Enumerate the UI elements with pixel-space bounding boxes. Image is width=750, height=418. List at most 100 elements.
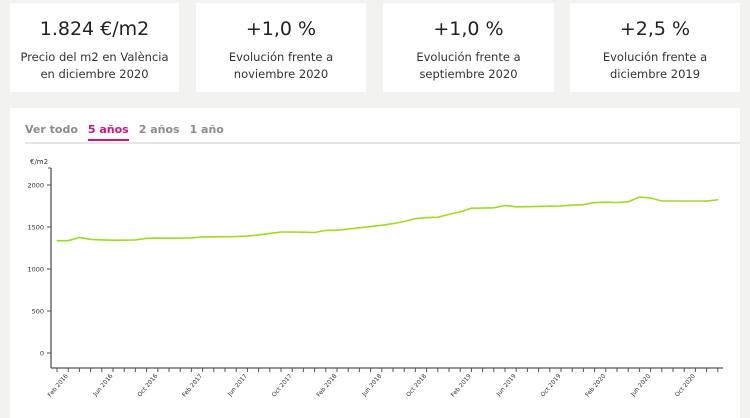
data-point [168, 237, 170, 239]
x-tick-label: Jun 2018 [360, 373, 383, 399]
x-tick-label: Oct 2019 [539, 373, 562, 399]
data-point [414, 218, 416, 220]
data-point [403, 220, 405, 223]
data-point [202, 236, 204, 238]
data-point [426, 216, 428, 219]
data-point [347, 228, 349, 230]
data-point [594, 202, 596, 204]
x-tick-label: Oct 2020 [674, 373, 697, 399]
data-point [437, 216, 439, 218]
x-tick-label: Oct 2017 [271, 373, 294, 399]
data-point [302, 231, 304, 233]
data-point [616, 201, 618, 204]
data-point [459, 211, 461, 213]
data-point [560, 205, 562, 207]
data-point [549, 205, 551, 207]
data-point [717, 199, 719, 201]
data-point [482, 207, 484, 209]
data-point [571, 204, 573, 206]
data-point [493, 207, 495, 209]
data-point [650, 197, 652, 199]
data-point [538, 205, 540, 208]
data-point [683, 200, 685, 202]
y-tick-label: 2000 [27, 182, 44, 190]
kpi-label: Evolución frente a diciembre 2019 [602, 50, 708, 81]
x-tick-label: Feb 2016 [46, 373, 69, 399]
data-point [134, 239, 136, 241]
kpi-card-year: +2,5 % Evolución frente a diciembre 2019 [570, 3, 740, 92]
price-series-line [57, 196, 718, 242]
data-point [179, 237, 181, 239]
data-point [123, 239, 125, 241]
x-tick-label: Feb 2018 [315, 373, 338, 399]
data-point [190, 237, 192, 239]
tab-ver-todo[interactable]: Ver todo [25, 123, 78, 136]
data-point [582, 204, 585, 206]
kpi-label: Evolución frente a noviembre 2020 [228, 50, 334, 81]
data-point [370, 225, 372, 228]
x-tick-label: Oct 2016 [136, 373, 159, 399]
data-point [101, 239, 103, 241]
data-point [112, 239, 114, 241]
data-point [381, 224, 383, 226]
data-point [258, 234, 260, 236]
chart-panel: Ver todo 5 años 2 años 1 año [10, 108, 740, 418]
x-tick-label: Jun 2017 [226, 373, 249, 399]
data-point [325, 229, 327, 231]
y-tick-label: 500 [32, 308, 44, 316]
data-point [706, 200, 708, 202]
y-tick-label: 0 [40, 350, 44, 358]
kpi-card-price: 1.824 €/m2 Precio del m2 en València en … [10, 3, 179, 92]
data-point [661, 200, 663, 202]
kpi-card-month: +1,0 % Evolución frente a noviembre 2020 [196, 3, 366, 92]
data-point [358, 227, 360, 229]
data-point [336, 229, 338, 231]
data-point [213, 236, 215, 238]
data-point [448, 213, 450, 215]
data-point [504, 204, 506, 207]
price-line-chart: €/m2 0 500 1000 1500 2000 Feb 2016 Jun 2016 Oct … [27, 158, 723, 399]
kpi-value: 1.824 €/m2 [39, 18, 150, 40]
kpi-label: Evolución frente a septiembre 2020 [416, 50, 521, 81]
kpi-card-quarter: +1,0 % Evolución frente a septiembre 202… [383, 3, 554, 92]
data-point [694, 200, 697, 202]
tab-1-ano[interactable]: 1 año [189, 123, 224, 136]
x-tick-label: Feb 2017 [181, 373, 204, 399]
range-tabs: Ver todo 5 años 2 años 1 año [25, 123, 740, 144]
data-point [638, 196, 641, 198]
x-tick-label: Feb 2019 [450, 373, 473, 399]
x-tick-label: Oct 2018 [405, 373, 428, 399]
data-point [78, 236, 80, 239]
data-point [235, 235, 237, 238]
data-point [246, 235, 248, 237]
data-point [67, 240, 69, 242]
data-point [672, 200, 674, 202]
kpi-value: +1,0 % [433, 18, 504, 40]
data-point [392, 223, 394, 225]
data-point [291, 231, 293, 233]
tab-2-anos[interactable]: 2 años [138, 123, 180, 136]
data-point [605, 201, 607, 203]
data-point [526, 206, 529, 208]
kpi-label: Precio del m2 en València en diciembre 2… [20, 50, 169, 81]
data-point [627, 201, 629, 203]
data-point [224, 236, 226, 238]
kpi-value: +1,0 % [245, 18, 317, 40]
tab-5-anos[interactable]: 5 años [87, 123, 129, 141]
data-point [470, 207, 472, 209]
y-tick-label: 1000 [27, 266, 44, 274]
kpi-value: +2,5 % [619, 18, 691, 40]
data-point [515, 206, 517, 208]
y-axis-label: €/m2 [30, 158, 48, 166]
data-point [90, 238, 92, 241]
x-tick-label: Jun 2019 [495, 373, 518, 399]
data-point [280, 231, 282, 233]
x-tick-label: Jun 2020 [629, 373, 652, 399]
x-tick-label: Jun 2016 [91, 373, 114, 399]
data-point [314, 231, 316, 234]
data-point [269, 232, 271, 234]
x-tick-label: Feb 2020 [584, 373, 607, 399]
data-point [157, 237, 159, 239]
data-point [146, 237, 148, 239]
y-tick-label: 1500 [27, 224, 44, 232]
